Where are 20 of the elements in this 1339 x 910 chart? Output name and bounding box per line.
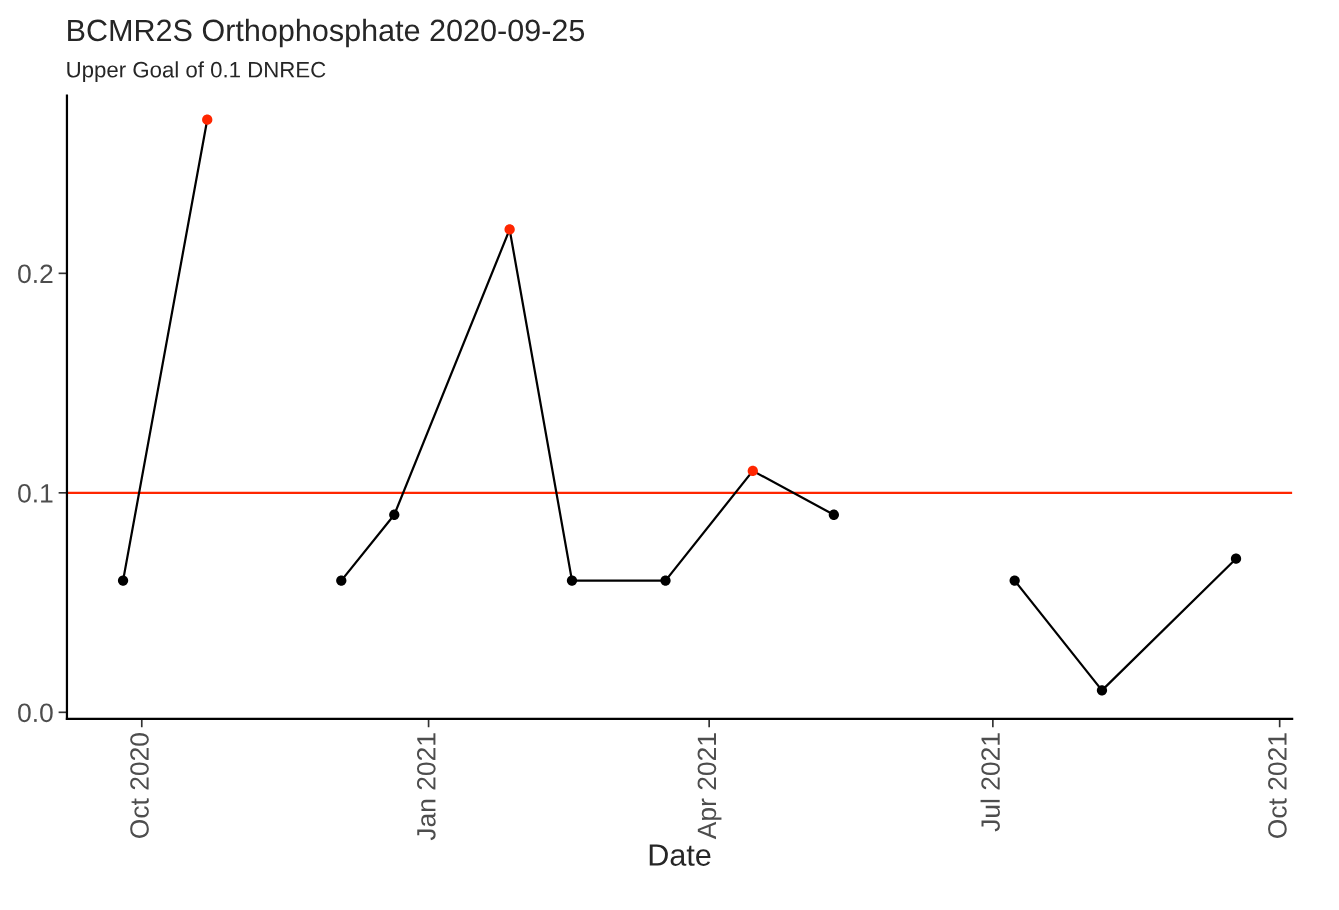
point: [389, 509, 400, 520]
x-tick-label: Oct 2020: [130, 733, 149, 838]
point: [566, 575, 578, 586]
point: [1096, 685, 1108, 696]
x-tick-label: Apr 2021: [697, 733, 722, 840]
chart-subtitle: Upper Goal of 0.1 DNREC: [67, 61, 326, 82]
y-tick-label: 0.0: [18, 703, 53, 723]
point: [336, 575, 347, 586]
point: [1009, 575, 1020, 586]
x-axis-title: Date: [649, 844, 711, 866]
y-tick-label: 0.2: [18, 264, 53, 284]
y-tick-label: 0.1: [18, 483, 53, 503]
x-tick-label: Oct 2021: [1268, 733, 1287, 838]
point: [660, 575, 671, 586]
point: [202, 114, 213, 125]
point: [1230, 553, 1242, 564]
chart-title: BCMR2S Orthophosphate 2020-09-25: [68, 18, 585, 48]
x-tick-label: Jan 2021: [416, 733, 436, 841]
x-tick-label: Jul 2021: [980, 733, 1000, 832]
point: [828, 509, 840, 520]
